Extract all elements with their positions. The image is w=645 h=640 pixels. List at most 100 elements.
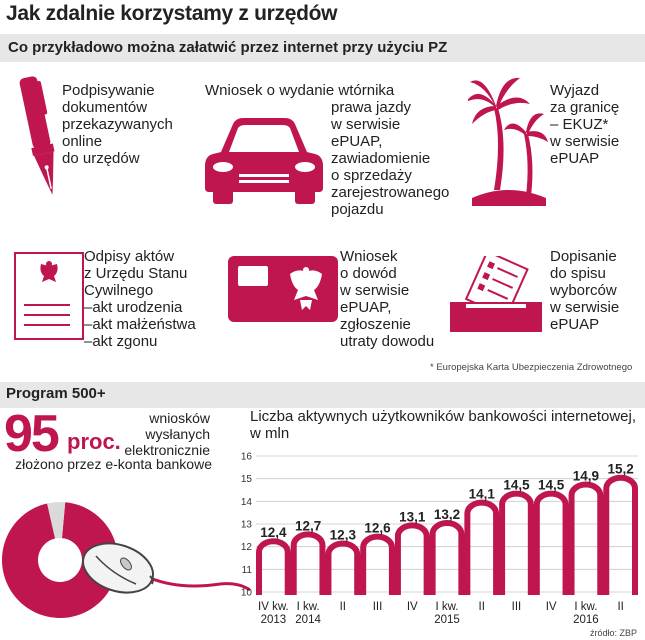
service-text-line: prawa jazdy	[331, 99, 412, 116]
program-donut	[2, 502, 250, 618]
service-text-line: w serwisie	[340, 282, 410, 299]
y-tick-label: 14	[241, 497, 253, 508]
program-label-bottom: złożono przez e-konta bankowe	[15, 456, 212, 472]
chart-value-labels: 12,4 12,7 12,3 12,6 13,1 13,2 14,1 14,5 14,5 14,9…	[260, 462, 635, 592]
data-label: 12,7	[295, 518, 321, 533]
service-ekuz: Wyjazd za granicę – EKUZ* w serwisie ePU…	[550, 82, 619, 167]
y-tick-label: 12	[241, 542, 253, 553]
x-tick-year: 2015	[434, 614, 460, 626]
program-label-line: wniosków	[149, 410, 210, 426]
bar	[537, 494, 566, 592]
service-text-line: ePUAP,	[340, 299, 392, 316]
chart-y-ticks: 10 11 12 13 14 15 16	[241, 452, 253, 599]
car-icon	[205, 118, 323, 204]
bar	[572, 485, 601, 592]
x-tick-year: 2014	[295, 614, 321, 626]
service-text-line: w serwisie	[331, 116, 401, 133]
service-civil-registry: Odpisy aktów z Urzędu Stanu Cywilnego –a…	[84, 248, 196, 350]
service-text-line: ePUAP,	[331, 133, 383, 150]
x-tick-label: II	[340, 601, 346, 613]
service-text-line: – EKUZ*	[550, 116, 609, 133]
data-label: 12,3	[330, 527, 357, 542]
x-tick-label: II	[617, 601, 623, 613]
page-title: Jak zdalnie korzystamy z urzędów	[6, 2, 338, 25]
y-tick-label: 16	[241, 452, 253, 463]
service-text-line: do spisu	[550, 265, 606, 282]
bar	[433, 523, 462, 592]
chart-bars-outline	[256, 474, 638, 595]
palm-trees-icon	[468, 77, 548, 206]
program-label-line: elektronicznie	[124, 442, 210, 458]
service-text-line: przekazywanych	[62, 116, 173, 133]
service-driving-license: Wniosek o wydanie wtórnika prawa jazdy w…	[205, 82, 449, 218]
x-tick-year: 2016	[573, 614, 599, 626]
service-text-line: do urzędów	[62, 150, 140, 167]
y-tick-label: 15	[241, 474, 253, 485]
service-text-line: zawiadomienie	[331, 150, 431, 167]
x-tick-label: IV	[407, 601, 418, 613]
service-text-line: zgłoszenie	[340, 316, 411, 333]
service-text-line: Dopisanie	[550, 248, 617, 265]
subtitle: Co przykładowo można załatwić przez inte…	[8, 39, 448, 56]
program-value: 95	[4, 405, 60, 463]
data-label: 15,2	[607, 462, 633, 477]
x-tick-label: II	[479, 601, 485, 613]
donut-share-segment	[2, 502, 119, 618]
mouse-icon	[82, 542, 250, 594]
service-text-line: z Urzędu Stanu	[84, 265, 188, 282]
y-tick-label: 13	[241, 520, 253, 531]
service-id-card: Wniosek o dowód w serwisie ePUAP, zgłosz…	[340, 248, 434, 350]
donut-rest-segment	[47, 502, 66, 539]
service-text-line: wyborców	[550, 282, 617, 299]
bar	[398, 525, 427, 592]
y-tick-label: 11	[242, 565, 253, 576]
service-text-line: zarejestrowanego	[331, 184, 450, 201]
service-text-line: w serwisie	[550, 299, 620, 316]
service-text-line: –akt zgonu	[84, 333, 158, 350]
document-eagle-icon	[14, 252, 84, 340]
service-text-line: pojazdu	[331, 201, 384, 218]
data-label: 12,4	[260, 525, 287, 540]
x-tick-label: III	[373, 601, 383, 613]
id-card-icon	[228, 256, 338, 322]
service-text-line: Wniosek o wydanie wtórnika	[205, 82, 395, 99]
service-text-line: Podpisywanie	[62, 82, 155, 99]
x-tick-label: IV	[546, 601, 557, 613]
x-tick-label: III	[512, 601, 522, 613]
service-text-line: Wyjazd	[550, 82, 600, 99]
service-text-line: Odpisy aktów	[84, 248, 175, 265]
chart-title: Liczba aktywnych użytkowników bankowości…	[250, 408, 637, 442]
service-text-line: ePUAP	[550, 316, 600, 333]
service-text-line: Wniosek	[340, 248, 398, 265]
x-tick-year: 2013	[261, 614, 287, 626]
x-tick-label: IV kw.	[258, 601, 289, 613]
ballot-box-icon	[450, 256, 542, 332]
service-sign-documents: Podpisywanie dokumentów przekazywanych o…	[62, 82, 173, 167]
subtitle-band	[0, 34, 645, 62]
source-note: źródło: ZBP	[590, 628, 638, 638]
bar	[363, 537, 392, 592]
service-voters-list: Dopisanie do spisu wyborców w serwisie e…	[550, 248, 619, 333]
program-label-line: wysłanych	[145, 426, 210, 442]
data-label: 14,1	[469, 487, 496, 502]
x-tick-label: I kw.	[435, 601, 458, 613]
data-label: 12,6	[364, 521, 391, 536]
data-label: 14,5	[503, 478, 530, 493]
data-label: 13,2	[434, 507, 460, 522]
bar	[606, 478, 635, 592]
service-text-line: utraty dowodu	[340, 333, 435, 350]
service-text-line: –akt urodzenia	[84, 299, 183, 316]
service-text-line: ePUAP	[550, 150, 600, 167]
bar	[467, 503, 496, 592]
program-unit: proc.	[67, 429, 121, 454]
service-text-line: o dowód	[340, 265, 397, 282]
program-title: Program 500+	[6, 385, 106, 402]
bar	[502, 494, 531, 592]
footnote: * Europejska Karta Ubezpieczenia Zdrowot…	[430, 362, 633, 373]
bar	[328, 543, 357, 592]
pen-icon	[19, 76, 55, 195]
program-label: wniosków wysłanych elektronicznie	[112, 410, 210, 458]
y-tick-label: 10	[241, 588, 253, 599]
